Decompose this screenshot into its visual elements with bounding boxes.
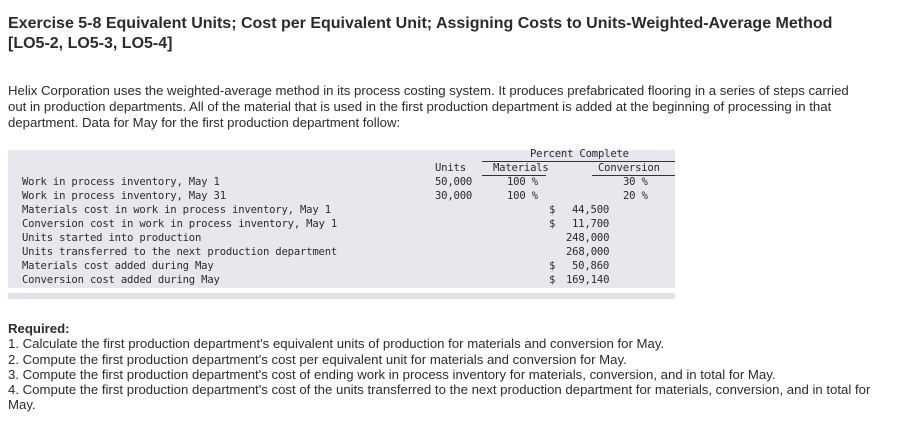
- intro-paragraph: Helix Corporation uses the weighted-aver…: [8, 83, 849, 130]
- requirement-item: 1. Calculate the first production depart…: [8, 336, 665, 352]
- row-amount: 50,860: [572, 260, 610, 272]
- row-label: Units started into production: [22, 232, 202, 244]
- percent-complete-header: Percent Complete: [530, 148, 629, 160]
- row-amount: 11,700: [572, 218, 610, 230]
- row-units: 50,000: [435, 176, 473, 188]
- row-label: Materials cost in work in process invent…: [22, 204, 331, 216]
- row-units: 30,000: [435, 190, 473, 202]
- requirement-item: 2. Compute the first production departme…: [8, 351, 627, 367]
- col-header-units: Units: [435, 162, 466, 174]
- row-label: Conversion cost in work in process inven…: [22, 218, 338, 230]
- row-amount: 248,000: [566, 232, 610, 244]
- table-bottom-rule: [8, 293, 675, 299]
- row-materials-pct: 100 %: [507, 176, 538, 188]
- percent-complete-rule: [482, 161, 675, 162]
- row-amount: 268,000: [566, 246, 610, 258]
- row-amount-sign: $: [549, 204, 556, 216]
- required-heading: Required:: [8, 321, 70, 336]
- row-amount: 169,140: [566, 274, 610, 286]
- col-header-materials: Materials: [493, 162, 549, 174]
- col-header-conversion: Conversion: [598, 162, 660, 174]
- row-label: Units transferred to the next production…: [22, 246, 338, 258]
- row-label: Materials cost added during May: [22, 260, 214, 272]
- table-background: [8, 147, 675, 293]
- row-materials-pct: 100 %: [507, 190, 538, 202]
- row-label: Work in process inventory, May 1: [22, 176, 220, 188]
- materials-underline: [482, 175, 546, 176]
- row-conversion-pct: 20 %: [623, 190, 648, 202]
- exercise-title: Exercise 5-8 Equivalent Units; Cost per …: [8, 15, 833, 52]
- row-conversion-pct: 30 %: [623, 176, 648, 188]
- requirement-item: 4. Compute the first production departme…: [8, 382, 871, 413]
- requirement-item: 3. Compute the first production departme…: [8, 366, 776, 382]
- row-amount-sign: $: [549, 260, 556, 272]
- data-table: Percent Complete Units Materials Convers…: [8, 147, 675, 301]
- row-amount: 44,500: [572, 204, 610, 216]
- row-amount-sign: $: [549, 274, 556, 286]
- row-label: Work in process inventory, May 31: [22, 190, 226, 202]
- required-section: Required: 1. Calculate the first product…: [8, 321, 888, 413]
- row-label: Conversion cost added during May: [22, 274, 220, 286]
- conversion-underline: [592, 175, 675, 176]
- row-amount-sign: $: [549, 218, 556, 230]
